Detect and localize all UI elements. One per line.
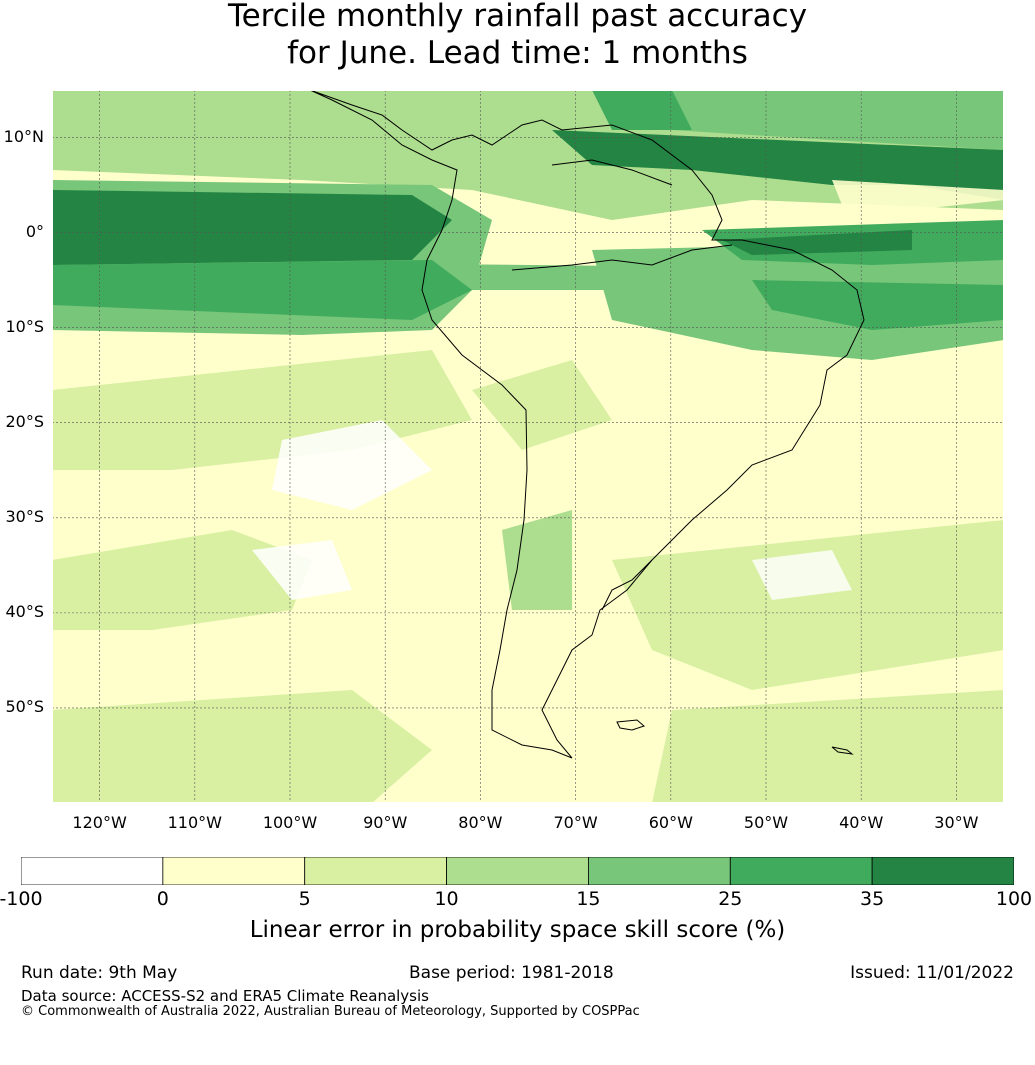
colorbar-tick-label: 0 <box>156 888 169 910</box>
rio-plata <box>601 559 653 611</box>
colorbar-label: Linear error in probability space skill … <box>249 917 786 943</box>
base-period: Base period: 1981-2018 <box>409 963 614 983</box>
run-date: Run date: 9th May <box>21 963 178 983</box>
colorbar-segment <box>588 857 731 885</box>
latitude-label: 30°S <box>5 506 44 526</box>
amazon-river <box>511 244 733 271</box>
issued-date: Issued: 11/01/2022 <box>850 963 1014 983</box>
orinoco-river <box>551 159 673 186</box>
colorbar-segment <box>21 857 164 885</box>
map-panel <box>52 90 1004 803</box>
map-canvas <box>52 90 1004 803</box>
colorbar-tick-label: 10 <box>434 888 459 910</box>
latitude-label: 20°S <box>5 411 44 431</box>
south-america-coastline <box>309 90 865 759</box>
coastline <box>309 90 865 759</box>
longitude-label: 70°W <box>553 813 598 832</box>
colorbar-segment <box>871 857 1014 885</box>
colorbar-tick-label: 15 <box>576 888 601 910</box>
latitude-label: 40°S <box>5 601 44 621</box>
copyright: © Commonwealth of Australia 2022, Austra… <box>21 1004 640 1019</box>
graticule <box>52 90 1004 803</box>
longitude-label: 40°W <box>839 813 884 832</box>
colorbar-tick-label: 100 <box>995 888 1033 910</box>
longitude-label: 30°W <box>934 813 979 832</box>
colorbar-segment <box>729 857 873 885</box>
latitude-label: 50°S <box>5 696 44 716</box>
data-source: Data source: ACCESS-S2 and ERA5 Climate … <box>21 987 429 1005</box>
colorbar-tick-label: -100 <box>0 888 43 910</box>
longitude-label: 100°W <box>262 813 318 832</box>
longitude-label: 80°W <box>458 813 503 832</box>
colorbar <box>21 857 1014 885</box>
map-title-line-2: for June. Lead time: 1 months <box>287 35 748 71</box>
map-title-line-1: Tercile monthly rainfall past accuracy <box>227 0 808 34</box>
longitude-label: 50°W <box>743 813 789 832</box>
longitude-label: 120°W <box>72 813 127 832</box>
latitude-label: 10°S <box>5 316 44 336</box>
map-frame <box>52 90 1004 803</box>
colorbar-segment <box>304 857 447 885</box>
south-georgia <box>831 746 854 755</box>
colorbar-segment <box>162 857 306 885</box>
colorbar-segment <box>446 857 589 885</box>
latitude-label: 0° <box>25 221 44 241</box>
latitude-label: 10°N <box>3 126 44 146</box>
colorbar-tick-label: 25 <box>718 888 743 910</box>
longitude-label: 110°W <box>167 813 222 832</box>
falkland-islands <box>616 719 645 731</box>
longitude-label: 60°W <box>648 813 693 832</box>
colorbar-tick-label: 5 <box>298 888 311 910</box>
longitude-label: 90°W <box>363 813 408 832</box>
colorbar-tick-label: 35 <box>860 888 885 910</box>
